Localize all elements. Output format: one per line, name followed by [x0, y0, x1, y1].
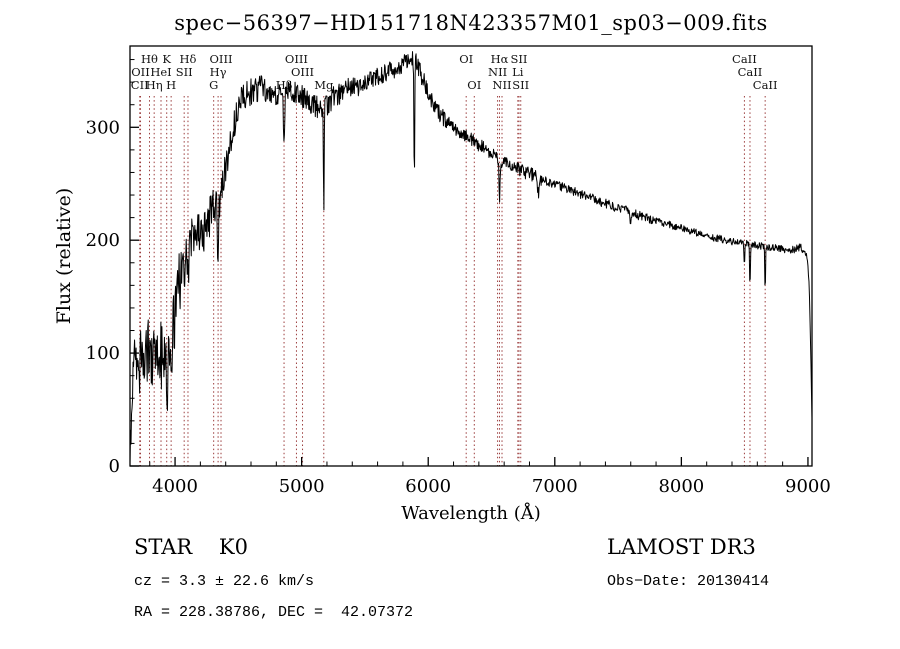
spectral-line-label: Hγ — [210, 65, 227, 79]
spectral-line-label: OI — [467, 78, 481, 92]
spectral-line-label: OII — [131, 65, 150, 79]
spectral-line-label: SII — [510, 52, 527, 66]
x-tick-label: 5000 — [279, 476, 325, 497]
y-tick-label: 300 — [86, 117, 120, 138]
x-axis-label: Wavelength (Å) — [401, 503, 541, 524]
x-tick-label: 9000 — [785, 476, 831, 497]
spectral-line-label: CaII — [753, 78, 778, 92]
y-tick-label: 100 — [86, 343, 120, 364]
spectral-line-label: K — [162, 52, 171, 66]
spectrum-trace — [129, 51, 813, 463]
spectral-line-label: OIII — [285, 52, 308, 66]
obs-date-label: Obs−Date: 20130414 — [607, 573, 770, 590]
classification-label: STAR K0 — [134, 535, 248, 559]
spectral-line-label: Hδ — [179, 52, 196, 66]
survey-release-label: LAMOST DR3 — [607, 535, 756, 559]
radial-velocity-label: cz = 3.3 ± 22.6 km/s — [134, 573, 315, 590]
x-tick-label: 6000 — [405, 476, 451, 497]
y-tick-label: 0 — [109, 456, 120, 477]
spectral-line-label: SII — [512, 78, 529, 92]
spectral-line-label: Li — [512, 65, 524, 79]
spectral-line-label: SII — [176, 65, 193, 79]
spectral-line-label: HeI — [150, 65, 171, 79]
spectral-line-label: CaII — [732, 52, 757, 66]
y-axis-label: Flux (relative) — [53, 187, 75, 325]
axes-frame — [129, 45, 813, 467]
spectral-line-label: Hα — [491, 52, 509, 66]
coordinates-label: RA = 228.38786, DEC = 42.07372 — [134, 604, 414, 621]
spectral-line-label: OI — [459, 52, 473, 66]
x-tick-label: 4000 — [152, 476, 198, 497]
spectral-line-label: G — [209, 78, 218, 92]
spectral-line-label: CII — [131, 78, 149, 92]
y-tick-label: 200 — [86, 230, 120, 251]
x-tick-label: 7000 — [532, 476, 578, 497]
spectral-line-label: Mg — [314, 78, 334, 92]
spectral-line-label: CaII — [738, 65, 763, 79]
spectral-line-label: Hθ — [141, 52, 158, 66]
x-tick-label: 8000 — [658, 476, 704, 497]
spectral-line-label: H — [166, 78, 176, 92]
plot-title: spec−56397−HD151718N423357M01_sp03−009.f… — [174, 11, 768, 35]
spectral-line-label: OIII — [291, 65, 314, 79]
spectral-line-label: Hη — [146, 78, 163, 92]
spectral-line-label: NII — [488, 65, 507, 79]
spectral-line-label: NII — [492, 78, 511, 92]
spectral-line-label: OIII — [209, 52, 232, 66]
